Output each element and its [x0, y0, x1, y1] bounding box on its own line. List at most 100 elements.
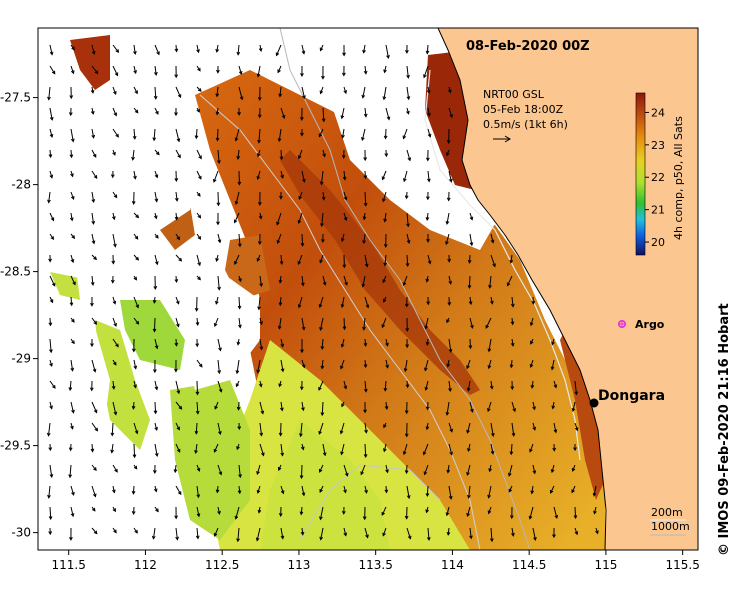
current-vector [381, 317, 387, 328]
current-vector-head [361, 94, 366, 99]
current-vector [214, 401, 219, 410]
current-vector [489, 464, 492, 472]
current-vector [236, 359, 240, 374]
current-vector [382, 191, 387, 202]
current-vector-head [320, 365, 325, 370]
current-vector-head [152, 470, 157, 474]
current-vector [427, 527, 430, 541]
current-vector-head [277, 325, 282, 330]
current-vector [91, 128, 95, 138]
current-vector-head [259, 283, 263, 288]
current-vector [384, 212, 387, 222]
current-vector-head [110, 279, 115, 284]
current-vector-head [532, 426, 537, 431]
current-vector-head [404, 303, 409, 308]
current-vector [133, 212, 139, 218]
current-vector-head [404, 433, 409, 438]
current-vector [278, 317, 282, 329]
current-vector-head [198, 175, 202, 180]
current-vector-head [298, 195, 302, 200]
current-vector [133, 317, 139, 325]
current-vector-head [277, 69, 281, 74]
current-vector-head [196, 513, 201, 518]
current-vector [466, 464, 471, 476]
current-vector [385, 464, 389, 473]
current-vector [364, 422, 367, 433]
current-vector-head [215, 48, 220, 53]
current-vector [511, 401, 516, 412]
current-vector-head [280, 407, 284, 412]
current-vector [467, 443, 471, 452]
current-vector [237, 401, 240, 410]
current-vector [256, 464, 261, 475]
current-vector [196, 149, 202, 159]
current-vector [91, 170, 98, 179]
current-vector [49, 338, 52, 353]
current-vector [91, 44, 95, 55]
current-vector [381, 506, 387, 516]
current-vector [276, 212, 282, 225]
current-vector [298, 191, 303, 200]
current-vector [446, 401, 450, 415]
current-vector [49, 359, 53, 367]
current-vector-head [488, 284, 492, 289]
current-vector-head [110, 432, 115, 437]
current-vector [553, 380, 557, 388]
sst-green-patch-1 [120, 300, 185, 370]
current-vector-head [239, 96, 244, 101]
current-vector-head [68, 474, 73, 479]
current-vector [49, 170, 53, 178]
current-vector [301, 233, 304, 246]
current-vector-head [468, 345, 473, 350]
current-vector [238, 86, 243, 100]
current-vector [550, 485, 555, 494]
current-vector [133, 44, 136, 55]
current-vector-head [405, 344, 409, 349]
current-vector-head [340, 115, 345, 120]
current-vector-head [425, 493, 430, 498]
current-vector-head [237, 181, 242, 186]
current-vector-head [216, 69, 220, 74]
current-vector [448, 422, 453, 432]
current-vector-head [256, 73, 261, 78]
current-vector [364, 191, 367, 206]
current-vector [214, 317, 219, 327]
current-vector-head [213, 322, 218, 327]
current-vector [382, 527, 387, 536]
current-vector-head [470, 324, 474, 329]
current-vector-head [321, 75, 325, 80]
current-vector-head [383, 135, 388, 140]
current-vector [91, 317, 97, 325]
current-vector [153, 128, 156, 141]
current-vector [487, 401, 492, 412]
current-vector-head [218, 388, 223, 393]
current-vector [259, 422, 263, 436]
current-vector-head [533, 536, 537, 541]
current-vector-head [426, 537, 431, 542]
current-vector [175, 338, 178, 346]
current-vector-head [530, 384, 535, 389]
current-vector-head [425, 216, 430, 221]
current-vector [217, 275, 220, 290]
current-vector-head [49, 174, 54, 179]
current-vector [424, 464, 429, 475]
current-vector [572, 401, 576, 412]
argo-label: Argo [635, 318, 665, 331]
current-vector-head [319, 326, 323, 331]
current-vector-head [52, 384, 56, 389]
current-vector-head [91, 134, 96, 139]
sst-green-patch-4 [170, 380, 250, 540]
current-vector-head [318, 133, 323, 138]
current-vector-head [341, 134, 345, 139]
current-vector [363, 317, 366, 330]
current-vector-head [94, 70, 99, 75]
current-vector [112, 191, 118, 198]
current-vector [49, 65, 56, 74]
current-vector-head [154, 174, 159, 179]
current-vector [70, 128, 74, 142]
current-vector-head [49, 133, 54, 138]
current-vector-head [532, 470, 537, 475]
current-vector-head [406, 74, 410, 79]
current-vector-head [342, 326, 347, 331]
current-vector-head [529, 322, 534, 327]
